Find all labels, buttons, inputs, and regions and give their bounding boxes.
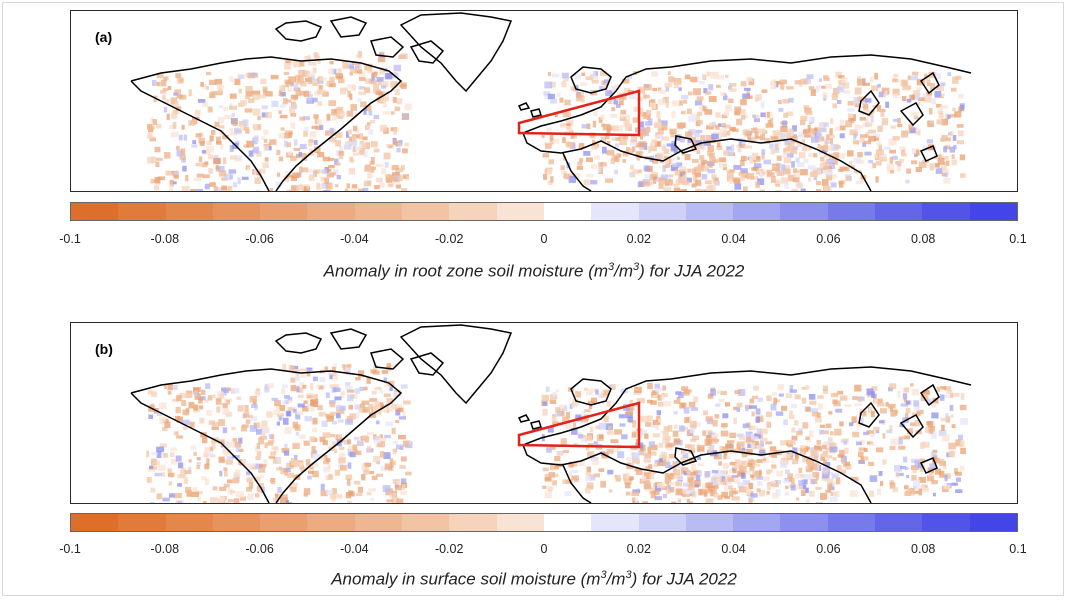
- colorbar-cell: [780, 514, 828, 531]
- colorbar-tick-label: 0.02: [626, 232, 651, 246]
- colorbar-cell: [591, 514, 639, 531]
- colorbar-tick-label: 0.04: [721, 542, 746, 556]
- colorbar-cell: [638, 514, 686, 531]
- caption-a-mid: /m: [614, 261, 634, 281]
- caption-a-text: Anomaly in root zone soil moisture (m: [323, 261, 609, 281]
- map-panel-b: (b): [70, 322, 1018, 504]
- colorbar-tick-label: 0.1: [1009, 542, 1027, 556]
- colorbar-tick-label: -0.06: [245, 232, 274, 246]
- colorbar-tick-label: 0: [540, 542, 548, 556]
- panel-label-b: (b): [95, 341, 113, 357]
- colorbar-tick-label: -0.08: [150, 542, 180, 556]
- colorbar-cell: [354, 514, 403, 531]
- colorbar-cell: [543, 514, 592, 531]
- colorbar-cell: [307, 203, 355, 220]
- caption-b-mid: /m: [606, 569, 626, 589]
- colorbar-cell: [591, 203, 639, 220]
- caption-a: Anomaly in root zone soil moisture (m3/m…: [0, 261, 1068, 282]
- colorbar-cell: [212, 514, 261, 531]
- colorbar-cell: [543, 203, 592, 220]
- colorbar-b: [70, 513, 1018, 532]
- colorbar-cell: [875, 203, 923, 220]
- coastlines: [130, 324, 972, 503]
- colorbar-tick-label: 0.1: [1009, 232, 1027, 246]
- colorbar-cell: [449, 514, 497, 531]
- colorbar-tick-label: -0.04: [340, 542, 369, 556]
- colorbar-ticks-b: -0.1 -0.08 -0.06 -0.04 -0.02 0 0.02 0.04 0.06 0.0…: [59, 542, 1026, 562]
- colorbar-cell: [733, 514, 781, 531]
- colorbar-a: [70, 202, 1018, 221]
- colorbar-cell: [496, 514, 544, 531]
- colorbar-cell: [685, 203, 734, 220]
- caption-b-sup2: 3: [625, 569, 632, 581]
- colorbar-cell: [780, 203, 828, 220]
- colorbar-tick-label: 0.06: [816, 542, 841, 556]
- colorbar-cell: [969, 514, 1017, 531]
- colorbar-tick-label: -0.02: [434, 232, 464, 246]
- colorbar-cell: [260, 514, 308, 531]
- colorbar-tick-label: -0.06: [245, 542, 274, 556]
- colorbar-ticks-a: -0.1 -0.08 -0.06 -0.04 -0.02 0 0.02 0.04 0.06 0.0…: [59, 232, 1026, 252]
- caption-b-post: ) for JJA 2022: [631, 569, 737, 589]
- panel-label-a: (a): [95, 29, 113, 45]
- colorbar-tick-label: 0.08: [911, 232, 936, 246]
- colorbar-cell: [685, 514, 734, 531]
- anomaly-layer: [146, 363, 968, 503]
- caption-b-text: Anomaly in surface soil moisture (m: [331, 569, 601, 589]
- colorbar-cell: [875, 514, 923, 531]
- caption-a-post: ) for JJA 2022: [639, 261, 745, 281]
- colorbar-cell: [71, 203, 119, 220]
- colorbar-tick-label: 0.04: [721, 232, 746, 246]
- colorbar-cell: [402, 203, 450, 220]
- colorbar-tick-label: -0.1: [59, 542, 81, 556]
- colorbar-cell: [260, 203, 308, 220]
- colorbar-tick-label: 0.02: [626, 542, 651, 556]
- colorbar-tick-label: 0.08: [911, 542, 936, 556]
- colorbar-cell: [496, 203, 544, 220]
- caption-b-sup1: 3: [600, 569, 607, 581]
- colorbar-cell: [402, 514, 450, 531]
- colorbar-tick-label: -0.1: [59, 232, 81, 246]
- colorbar-tick-label: -0.04: [340, 232, 369, 246]
- colorbar-cell: [118, 203, 166, 220]
- colorbar-cell: [922, 203, 970, 220]
- colorbar-cell: [71, 514, 119, 531]
- anomaly-layer: [146, 51, 966, 191]
- coastlines: [130, 12, 972, 191]
- colorbar-tick-label: 0: [540, 232, 548, 246]
- highlight-region: [517, 89, 641, 137]
- colorbar-cell: [165, 203, 213, 220]
- map-panel-a: (a): [70, 10, 1018, 192]
- colorbar-tick-label: -0.02: [434, 542, 464, 556]
- colorbar-cell: [827, 203, 876, 220]
- colorbar-cell: [733, 203, 781, 220]
- colorbar-cell: [165, 514, 213, 531]
- caption-a-sup1: 3: [608, 261, 615, 273]
- caption-a-sup2: 3: [633, 261, 640, 273]
- map-b-svg: [130, 324, 972, 503]
- colorbar-tick-label: 0.06: [816, 232, 841, 246]
- colorbar-cell: [118, 514, 166, 531]
- colorbar-tick-label: -0.08: [150, 232, 180, 246]
- colorbar-cell: [449, 203, 497, 220]
- highlight-region: [517, 401, 641, 449]
- map-a-svg: [130, 12, 972, 191]
- colorbar-cell: [307, 514, 355, 531]
- colorbar-cell: [922, 514, 970, 531]
- colorbar-cell: [212, 203, 261, 220]
- colorbar-cell: [969, 203, 1017, 220]
- caption-b: Anomaly in surface soil moisture (m3/m3)…: [0, 569, 1068, 590]
- colorbar-cell: [354, 203, 403, 220]
- colorbar-cell: [638, 203, 686, 220]
- colorbar-cell: [827, 514, 876, 531]
